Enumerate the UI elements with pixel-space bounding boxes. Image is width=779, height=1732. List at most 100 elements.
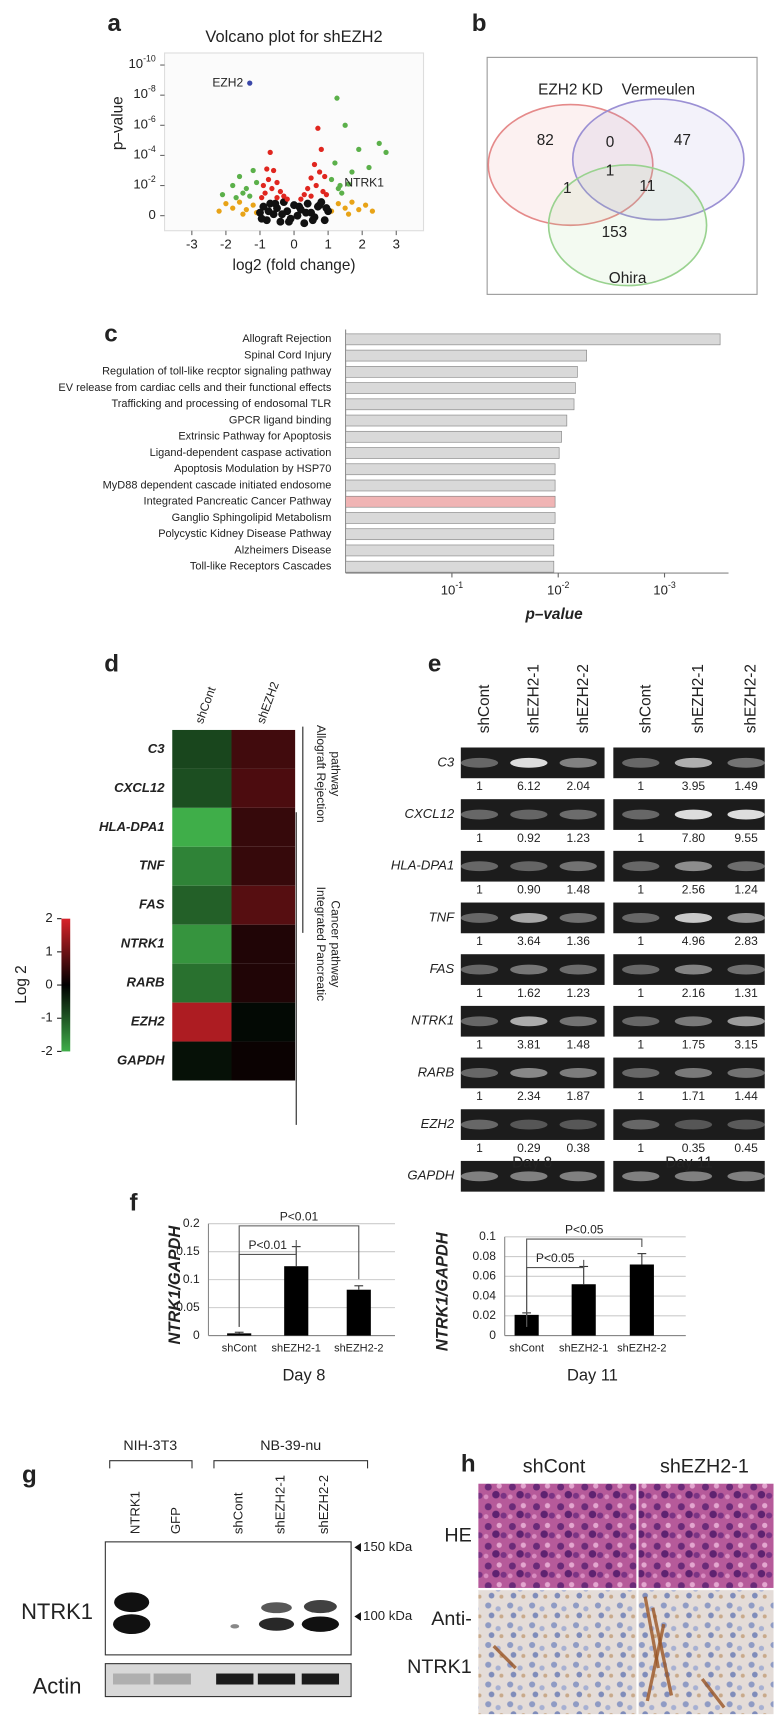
point (318, 146, 324, 153)
significance-bracket (526, 1238, 643, 1327)
point (316, 169, 323, 175)
gel-band (674, 1016, 713, 1027)
gel-band (622, 964, 660, 975)
x-tick-label: -3 (186, 236, 198, 251)
gel-band (460, 1016, 499, 1027)
fold-change: 1 (637, 883, 644, 897)
y-tick-label: 0.15 (176, 1244, 200, 1258)
point (383, 149, 389, 156)
point (320, 216, 329, 225)
point (247, 193, 253, 199)
blot-band (301, 1616, 340, 1632)
gel-band (674, 912, 713, 923)
venn-set-label: Vermeulen (622, 81, 695, 98)
lane-label: shEZH2-2 (316, 1475, 331, 1534)
gel-strip (460, 850, 605, 882)
venn-set (547, 164, 708, 287)
category-label: Alzheimers Disease (234, 544, 331, 556)
point (240, 190, 246, 196)
colorbar-tick-label: -2 (41, 1043, 53, 1058)
lane-label: NTRK1 (128, 1491, 143, 1534)
heat-cell (231, 963, 296, 1003)
bar (345, 479, 556, 492)
gel-band (510, 1067, 548, 1078)
category-label: Trafficking and processing of endosomal … (111, 398, 331, 410)
fold-change: 1 (637, 1141, 644, 1155)
blot-band (303, 1600, 337, 1614)
point (216, 208, 222, 214)
point (303, 199, 312, 208)
gene-label: TNF (429, 909, 456, 924)
fold-change: 1 (476, 1141, 483, 1155)
fold-change: 1.48 (566, 1038, 590, 1052)
point (339, 190, 345, 196)
x-tick-label: -1 (254, 236, 266, 251)
group-label: pathway (328, 751, 342, 796)
row-label: NTRK1 (407, 1656, 472, 1678)
point (328, 176, 335, 183)
marker-label: 100 kDa (363, 1608, 413, 1623)
bar (345, 430, 562, 443)
y-tick-label: 0.08 (472, 1249, 496, 1263)
venn-count: 82 (537, 132, 554, 149)
point (264, 207, 273, 216)
x-tick-label: 0 (290, 236, 297, 251)
point (233, 194, 239, 201)
heat-cell (231, 1002, 296, 1042)
bar (284, 1266, 309, 1336)
x-axis-label: Day 11 (567, 1367, 618, 1385)
y-tick-label-exp: -8 (148, 84, 156, 94)
x-tick-label: shEZH2-2 (617, 1343, 666, 1355)
x-tick-label: shCont (222, 1343, 257, 1355)
fold-change: 1.31 (734, 986, 758, 1000)
point (253, 179, 260, 186)
fold-change: 1 (637, 779, 644, 793)
row-label: Actin (33, 1674, 82, 1699)
gel-strip (460, 954, 605, 985)
point (264, 166, 270, 172)
blot-band (114, 1592, 150, 1613)
gel-band (622, 912, 660, 923)
point (342, 122, 348, 128)
x-tick-label: 10-1 (441, 581, 464, 599)
gel-band (727, 1119, 765, 1130)
lane-label: shEZH2-1 (690, 664, 707, 733)
venn-set (571, 98, 745, 221)
point (240, 211, 246, 217)
point (366, 164, 372, 171)
point (256, 208, 264, 217)
row-label: HE (444, 1525, 471, 1547)
fold-change: 3.15 (734, 1038, 758, 1052)
x-axis-label: log2 (fold change) (233, 257, 356, 274)
panel-label: f (129, 1189, 138, 1216)
fold-change: 0.92 (517, 831, 541, 845)
point (300, 219, 309, 228)
fold-change: 1 (637, 986, 644, 1000)
column-label: shEZH2-1 (660, 1455, 749, 1477)
fold-change: 2.56 (682, 883, 706, 897)
point (230, 182, 236, 189)
category-label: Ligand-dependent caspase activation (150, 447, 332, 459)
bar (345, 463, 556, 476)
bar (345, 560, 555, 573)
gel-band (559, 809, 597, 820)
y-tick-label: 0.06 (472, 1269, 496, 1283)
x-tick-label: 10-3 (653, 581, 676, 599)
y-tick-label: 10-10 (128, 54, 155, 72)
y-tick-label: 0.02 (472, 1308, 496, 1322)
gene-label: GAPDH (407, 1168, 454, 1183)
venn-count: 1 (606, 163, 615, 180)
point (295, 202, 304, 211)
venn-count: 0 (606, 134, 615, 151)
x-tick-label: shEZH2-1 (559, 1343, 608, 1355)
gel-band (510, 861, 548, 872)
row-label: RARB (127, 975, 166, 990)
y-tick-label-exp: -4 (148, 144, 156, 154)
blot-band (261, 1602, 292, 1614)
point (267, 149, 273, 156)
point (243, 185, 249, 192)
group-bracket (109, 1460, 193, 1469)
point (274, 179, 280, 186)
